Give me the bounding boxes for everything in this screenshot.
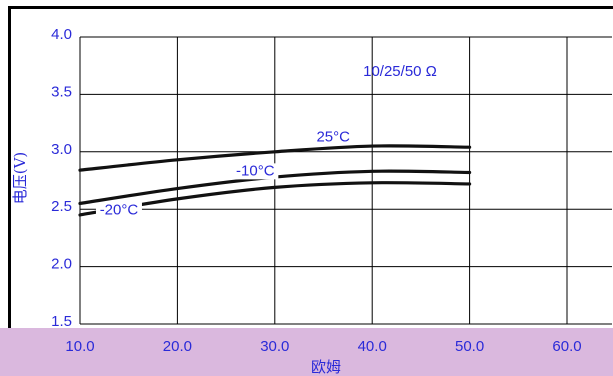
x-tick-labels: 10.0 20.0 30.0 40.0 50.0 60.0 [65,338,581,355]
series-label-1: -10°C [236,162,275,179]
x-axis-label: 欧姆 [311,358,341,376]
y-tick-label-1: 2.0 [51,256,72,273]
x-tick-label-0: 10.0 [65,338,94,355]
y-tick-labels: 1.5 2.0 2.5 3.0 3.5 4.0 [51,26,72,330]
series-label-bg-1 [232,163,279,180]
grid [79,36,612,325]
x-tick-label-5: 60.0 [552,338,581,355]
series-line-2 [78,181,472,217]
y-tick-label-5: 4.0 [51,26,72,43]
chart-annotation: 10/25/50 Ω [363,63,437,80]
chart-frame-left [8,6,11,376]
x-tick-label-3: 40.0 [358,338,387,355]
series-label-bg-2 [95,202,142,219]
chart-frame-top [8,6,613,9]
series-line-0 [78,144,472,172]
series-labels: 25°C -10°C -20°C [95,128,350,219]
y-tick-label-2: 2.5 [51,198,72,215]
y-axis-label: 电压(V) [11,152,29,205]
x-tick-label-4: 50.0 [455,338,484,355]
x-axis-band [0,328,613,376]
series-label-0: 25°C [316,128,350,145]
x-tick-label-2: 30.0 [260,338,289,355]
y-tick-label-4: 3.5 [51,83,72,100]
x-tick-label-1: 20.0 [163,338,192,355]
series-label-2: -20°C [100,202,139,219]
y-tick-label-3: 3.0 [51,141,72,158]
y-tick-label-0: 1.5 [51,313,72,330]
